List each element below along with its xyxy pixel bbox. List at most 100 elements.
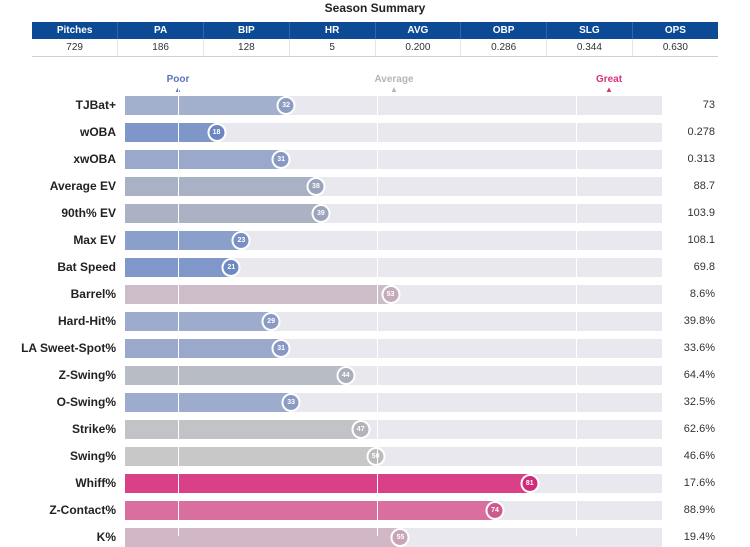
summary-value-slg: 0.344: [546, 39, 633, 57]
great-anchor: Great ▲: [596, 74, 622, 94]
summary-value-row: 729 186 128 5 0.200 0.286 0.344 0.630: [32, 39, 718, 57]
bar-track: 21: [125, 258, 662, 277]
summary-value-obp: 0.286: [460, 39, 547, 57]
stat-value: 0.278: [687, 126, 715, 138]
summary-header-row: Pitches PA BIP HR AVG OBP SLG OPS: [32, 22, 718, 39]
row-label: LA Sweet-Spot%: [21, 341, 116, 355]
summary-header-obp: OBP: [460, 22, 547, 39]
summary-value-ops: 0.630: [632, 39, 718, 57]
row-label: Z-Swing%: [58, 368, 116, 382]
percentile-bubble: 23: [231, 231, 251, 250]
percentile-bubble: 47: [351, 420, 371, 439]
average-marker-icon: ▲: [390, 85, 398, 94]
stat-value: 62.6%: [683, 423, 715, 435]
bar: [125, 393, 292, 412]
percentile-bubble: 21: [221, 258, 241, 277]
row-label: Bat Speed: [57, 260, 116, 274]
bar: [125, 447, 376, 466]
percentile-bubble: 81: [520, 474, 540, 493]
summary-value-avg: 0.200: [375, 39, 462, 57]
bar: [125, 204, 321, 223]
stat-value: 33.6%: [683, 342, 715, 354]
bar: [125, 96, 287, 115]
stat-value: 8.6%: [689, 288, 715, 300]
bar: [125, 231, 242, 250]
bar: [125, 366, 346, 385]
bar: [125, 285, 391, 304]
summary-header-pitches: Pitches: [32, 22, 119, 39]
summary-value-bip: 128: [203, 39, 290, 57]
bar-track: 29: [125, 312, 662, 331]
bar-track: 47: [125, 420, 662, 439]
row-label: Swing%: [69, 449, 116, 463]
reference-line: [376, 88, 378, 536]
row-label: Whiff%: [75, 476, 116, 490]
bar-track: 23: [125, 231, 662, 250]
row-label: Max EV: [73, 233, 116, 247]
stat-value: 0.313: [687, 153, 715, 165]
percentile-bubble: 33: [281, 393, 301, 412]
bar: [125, 474, 530, 493]
bar-track: 38: [125, 177, 662, 196]
bar: [125, 420, 361, 439]
row-label: wOBA: [80, 125, 116, 139]
bar-track: 50: [125, 447, 662, 466]
bar: [125, 177, 316, 196]
bar-track: 32: [125, 96, 662, 115]
poor-label: Poor: [166, 74, 190, 85]
reference-line: [177, 88, 179, 536]
row-label: Barrel%: [70, 287, 116, 301]
bar-track: 44: [125, 366, 662, 385]
stat-value: 88.7: [693, 180, 715, 192]
row-label: K%: [96, 530, 116, 544]
row-label: Z-Contact%: [49, 503, 116, 517]
bar: [125, 123, 217, 142]
stat-value: 39.8%: [683, 315, 715, 327]
row-label: Average EV: [49, 179, 116, 193]
percentile-bubble: 31: [271, 339, 291, 358]
average-label: Average: [374, 74, 414, 85]
row-label: O-Swing%: [56, 395, 116, 409]
bar-track: 53: [125, 285, 662, 304]
great-label: Great: [595, 74, 623, 85]
bar-track: 81: [125, 474, 662, 493]
row-label: xwOBA: [73, 152, 116, 166]
stat-value: 73: [702, 99, 715, 111]
stat-value: 19.4%: [683, 531, 715, 543]
reference-line: [575, 88, 577, 536]
percentile-bubble: 18: [207, 123, 226, 142]
bar-track: 31: [125, 339, 662, 358]
summary-value-hr: 5: [289, 39, 376, 57]
summary-header-ops: OPS: [632, 22, 718, 39]
bar-track: 74: [125, 501, 662, 520]
bar: [125, 339, 282, 358]
summary-header-bip: BIP: [203, 22, 290, 39]
bar-track: 33: [125, 393, 662, 412]
row-label: Strike%: [71, 422, 116, 436]
summary-header-pa: PA: [117, 22, 204, 39]
percentile-bubble: 38: [306, 177, 326, 196]
percentile-bubble: 32: [276, 96, 296, 115]
percentile-bubble: 29: [261, 312, 281, 331]
stat-value: 46.6%: [683, 450, 715, 462]
percentile-bubble: 39: [311, 204, 331, 223]
summary-header-slg: SLG: [546, 22, 633, 39]
stat-value: 17.6%: [683, 477, 715, 489]
percentile-bubble: 55: [390, 528, 410, 547]
stat-value: 88.9%: [683, 504, 715, 516]
bar: [125, 150, 282, 169]
stat-value: 108.1: [687, 234, 715, 246]
stat-value: 103.9: [687, 207, 715, 219]
bar: [125, 312, 272, 331]
average-anchor: Average ▲: [374, 74, 413, 94]
summary-value-pitches: 729: [32, 39, 119, 57]
percentile-bubble: 53: [381, 285, 401, 304]
bar-track: 18: [125, 123, 662, 142]
row-label: 90th% EV: [61, 206, 116, 220]
bar-track: 31: [125, 150, 662, 169]
percentile-bubble: 44: [336, 366, 356, 385]
row-label: Hard-Hit%: [57, 314, 116, 328]
summary-value-pa: 186: [117, 39, 204, 57]
bar: [125, 501, 495, 520]
great-marker-icon: ▲: [605, 85, 613, 94]
